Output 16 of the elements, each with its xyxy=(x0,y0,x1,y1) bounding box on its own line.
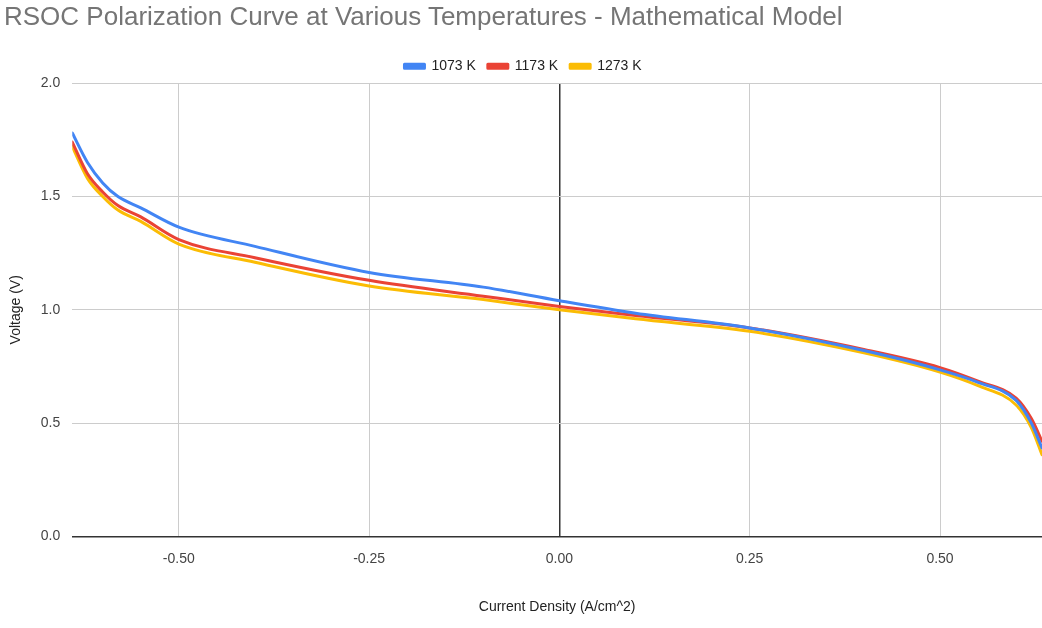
y-tick-label: 1.0 xyxy=(40,300,61,317)
y-tick-label: 0.0 xyxy=(40,527,61,544)
x-tick-label: 0.25 xyxy=(736,549,764,566)
x-axis-title: Current Density (A/cm^2) xyxy=(478,598,636,615)
x-tick-label: 0.00 xyxy=(545,549,574,566)
legend-label: 1073 K xyxy=(431,57,477,74)
y-tick-label: 1.5 xyxy=(40,187,61,204)
legend-label: 1273 K xyxy=(597,57,643,74)
x-tick-label: -0.25 xyxy=(353,549,386,566)
chart-title: RSOC Polarization Curve at Various Temperatures - Mathematical Model xyxy=(4,0,843,31)
y-tick-label: 0.5 xyxy=(40,413,61,430)
y-tick-label: 2.0 xyxy=(40,74,61,91)
legend-label: 1173 K xyxy=(514,57,559,74)
x-tick-label: -0.50 xyxy=(162,549,195,566)
y-axis-title: Voltage (V) xyxy=(7,275,24,345)
x-tick-label: 0.50 xyxy=(926,549,954,566)
